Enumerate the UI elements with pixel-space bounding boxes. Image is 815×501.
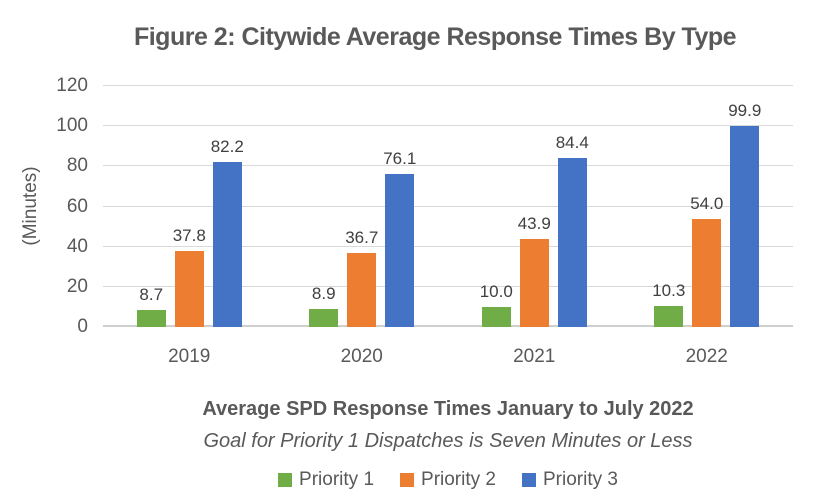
gridline <box>103 85 793 86</box>
legend-label: Priority 2 <box>421 469 496 490</box>
bar-group-2020: 8.9 36.7 76.1 <box>276 86 449 327</box>
bar-priority-2-2019: 37.8 <box>173 226 206 327</box>
x-tick-label: 2020 <box>340 346 383 367</box>
x-tick-label: 2022 <box>685 346 728 367</box>
bar-value-label: 36.7 <box>345 228 379 248</box>
bar-value-label: 43.9 <box>517 213 551 233</box>
chart-note: Goal for Priority 1 Dispatches is Seven … <box>203 430 693 452</box>
y-tick-label: 40 <box>66 235 88 257</box>
gridline <box>103 165 793 167</box>
bar-value-label: 8.7 <box>139 284 164 304</box>
x-tick-label: 2021 <box>513 346 556 367</box>
bar-group-2019: 8.7 37.8 82.2 <box>103 86 276 327</box>
x-axis-line <box>103 325 793 327</box>
x-axis-title: Average SPD Response Times January to Ju… <box>202 398 694 420</box>
bar-priority-1-2021: 10.0 <box>480 282 513 327</box>
bar-value-label: 54.0 <box>690 193 724 213</box>
x-tick-label: 2019 <box>168 346 211 367</box>
bar-value-label: 84.4 <box>555 132 589 152</box>
plot-area: 8.7 37.8 82.2 8.9 36.7 76.1 10.0 43.9 84.4 10.3 54… <box>103 85 794 327</box>
legend-swatch <box>521 473 536 487</box>
bar-priority-2-2022: 54.0 <box>690 194 723 327</box>
bar-value-label: 82.2 <box>210 136 244 156</box>
bar-priority-1-2020: 8.9 <box>309 284 339 327</box>
gridline <box>103 285 793 287</box>
bar-priority-3-2021: 84.4 <box>556 133 589 327</box>
y-tick-label: 60 <box>66 195 88 217</box>
legend-swatch <box>400 473 415 487</box>
legend-item-priority-1: Priority 1 <box>278 469 374 491</box>
bar-group-2022: 10.3 54.0 99.9 <box>621 86 794 327</box>
legend: Priority 1 Priority 2 Priority 3 <box>103 469 793 491</box>
legend-label: Priority 3 <box>542 469 618 490</box>
legend-item-priority-3: Priority 3 <box>521 469 618 491</box>
bar-value-label: 10.3 <box>652 281 686 301</box>
bar-priority-3-2020: 76.1 <box>383 149 416 327</box>
bar-priority-1-2019: 8.7 <box>136 285 166 327</box>
y-tick-label: 100 <box>56 115 88 137</box>
bar-priority-2-2020: 36.7 <box>345 228 378 327</box>
bar-value-label: 37.8 <box>172 226 206 246</box>
bar-group-2021: 10.0 43.9 84.4 <box>448 86 621 327</box>
legend-label: Priority 1 <box>299 469 375 490</box>
bar-priority-2-2021: 43.9 <box>518 214 551 327</box>
y-tick-label: 20 <box>66 275 88 297</box>
gridline <box>103 205 793 207</box>
gridline <box>103 245 793 247</box>
bar-priority-3-2019: 82.2 <box>211 137 244 327</box>
legend-swatch <box>278 473 293 487</box>
chart-title: Figure 2: Citywide Average Response Time… <box>133 23 737 51</box>
legend-item-priority-2: Priority 2 <box>400 469 496 491</box>
y-tick-label: 80 <box>66 155 88 177</box>
y-tick-label: 120 <box>56 75 88 96</box>
gridline <box>103 125 793 127</box>
bar-value-label: 76.1 <box>383 149 417 169</box>
bar-value-label: 8.9 <box>311 284 336 304</box>
bar-priority-3-2022: 99.9 <box>728 101 761 327</box>
bar-priority-1-2022: 10.3 <box>652 281 685 327</box>
bar-value-label: 10.0 <box>479 281 513 301</box>
bar-value-label: 99.9 <box>728 101 762 121</box>
y-tick-label: 0 <box>77 316 88 337</box>
